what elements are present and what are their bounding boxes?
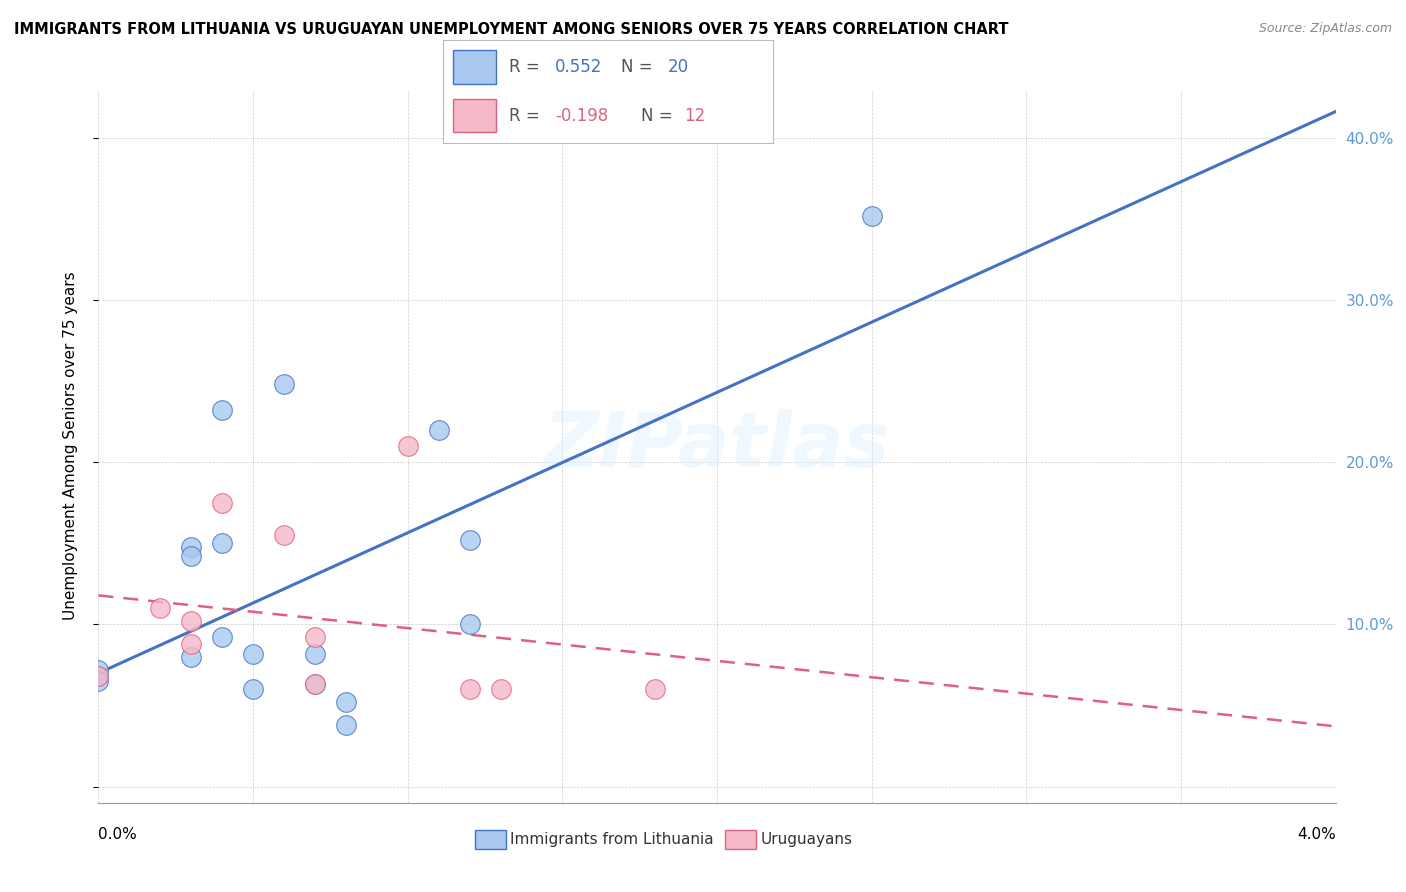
Text: 20: 20 xyxy=(668,58,689,77)
Text: Immigrants from Lithuania: Immigrants from Lithuania xyxy=(510,832,714,847)
Point xyxy=(644,682,666,697)
Point xyxy=(458,533,481,547)
Text: IMMIGRANTS FROM LITHUANIA VS URUGUAYAN UNEMPLOYMENT AMONG SENIORS OVER 75 YEARS : IMMIGRANTS FROM LITHUANIA VS URUGUAYAN U… xyxy=(14,22,1008,37)
Point xyxy=(335,695,357,709)
Point xyxy=(489,682,512,697)
Text: N =: N = xyxy=(641,106,678,125)
Text: Uruguayans: Uruguayans xyxy=(761,832,852,847)
Point xyxy=(211,496,233,510)
Bar xyxy=(453,50,496,84)
Point xyxy=(242,647,264,661)
Point xyxy=(180,540,202,554)
Point xyxy=(180,649,202,664)
Text: N =: N = xyxy=(621,58,658,77)
Text: -0.198: -0.198 xyxy=(555,106,609,125)
Text: ZIPatlas: ZIPatlas xyxy=(544,409,890,483)
Point xyxy=(335,718,357,732)
Point xyxy=(211,536,233,550)
Text: 4.0%: 4.0% xyxy=(1296,827,1336,841)
Bar xyxy=(453,99,496,132)
Point xyxy=(304,631,326,645)
Point xyxy=(211,403,233,417)
Point xyxy=(180,614,202,628)
Point xyxy=(396,439,419,453)
Point xyxy=(273,528,295,542)
Text: 0.552: 0.552 xyxy=(555,58,603,77)
Point xyxy=(273,377,295,392)
Point xyxy=(458,682,481,697)
Point xyxy=(242,682,264,697)
Text: 12: 12 xyxy=(685,106,706,125)
Point xyxy=(304,677,326,691)
Point xyxy=(304,647,326,661)
Text: R =: R = xyxy=(509,58,546,77)
Y-axis label: Unemployment Among Seniors over 75 years: Unemployment Among Seniors over 75 years xyxy=(63,272,77,620)
Text: R =: R = xyxy=(509,106,546,125)
Text: 0.0%: 0.0% xyxy=(98,827,138,841)
Text: Source: ZipAtlas.com: Source: ZipAtlas.com xyxy=(1258,22,1392,36)
Point xyxy=(180,637,202,651)
Point xyxy=(87,669,110,683)
Point xyxy=(180,549,202,564)
Point xyxy=(87,663,110,677)
Point xyxy=(427,423,450,437)
Point xyxy=(304,677,326,691)
Point xyxy=(149,601,172,615)
Point xyxy=(87,674,110,689)
Point xyxy=(458,617,481,632)
Point xyxy=(87,669,110,683)
Point xyxy=(211,631,233,645)
Point xyxy=(860,209,883,223)
